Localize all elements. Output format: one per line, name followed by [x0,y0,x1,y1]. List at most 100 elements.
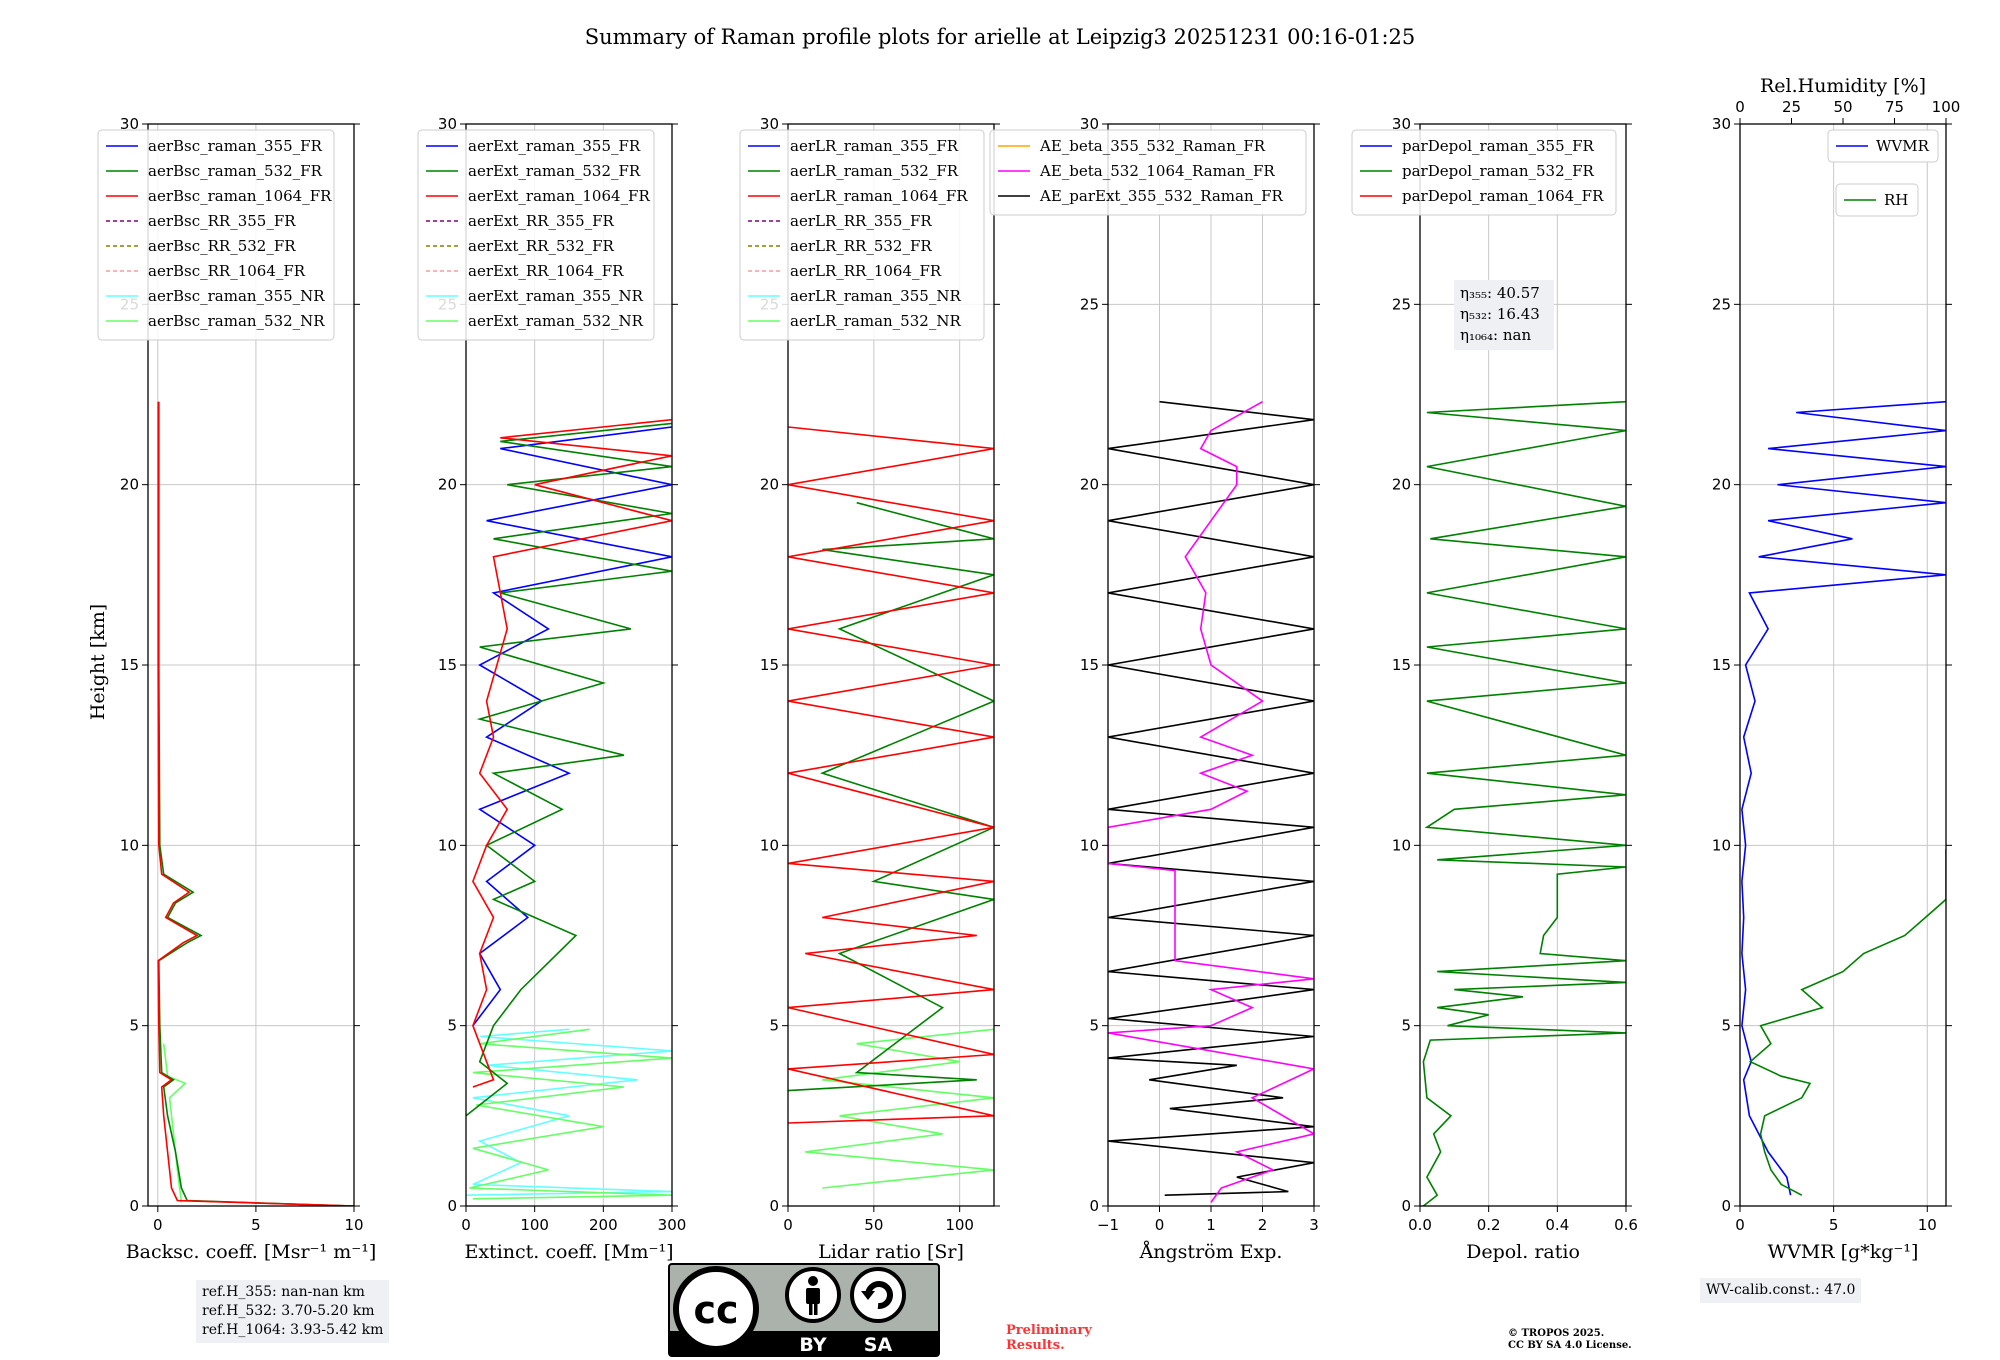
y-tick-label: 15 [1392,656,1411,674]
x-tick-label: 0 [1735,1216,1745,1234]
y-tick-label: 20 [438,476,457,494]
legend-label: WVMR [1876,137,1930,155]
x-axis-label: WVMR [g*kg⁻¹] [1768,1241,1919,1263]
top-x-tick-label: 50 [1833,98,1852,116]
legend-label: aerExt_raman_532_NR [468,312,644,330]
svg-text:cc: cc [693,1288,738,1332]
series-line-WVMR [1741,400,1946,1196]
y-tick-label: 5 [1721,1017,1731,1035]
license-line: CC BY SA 4.0 License. [1508,1340,1632,1351]
eta-annotation: η₃₅₅: 40.57 η₅₃₂: 16.43 η₁₀₆₄: nan [1454,280,1554,350]
y-tick-label: 30 [120,115,139,133]
y-tick-label: 10 [1392,836,1411,854]
results-line: Results. [1006,1338,1065,1353]
legend-box [739,129,985,341]
badge-sa-label: SA [864,1334,893,1356]
y-tick-label: 5 [1401,1017,1411,1035]
y-tick-label: 20 [120,476,139,494]
x-tick-label: 0 [783,1216,793,1234]
legend-box [97,129,335,341]
x-axis-label: Ångström Exp. [1139,1241,1283,1263]
ref-height-532: ref.H_532: 3.70-5.20 km [202,1303,375,1319]
y-tick-label: 10 [760,836,779,854]
height-axis-label: Height [km] [87,604,109,720]
legend-label: aerBsc_RR_1064_FR [148,262,306,280]
y-tick-label: 30 [1712,115,1731,133]
x-tick-label: 0.0 [1408,1216,1432,1234]
share-alike-icon [850,1267,906,1323]
y-tick-label: 20 [1080,476,1099,494]
copyright-line: © TROPOS 2025. [1508,1328,1605,1339]
y-tick-label: 25 [1080,295,1099,313]
x-tick-label: 100 [520,1216,549,1234]
series-group [1108,400,1314,1203]
legend-box [989,129,1307,216]
legend-label: aerBsc_raman_532_FR [148,162,323,180]
y-tick-label: 15 [120,656,139,674]
y-tick-label: 10 [1712,836,1731,854]
y-tick-label: 25 [1392,295,1411,313]
legend-label: aerLR_RR_1064_FR [790,262,942,280]
top-x-tick-label: 0 [1735,98,1745,116]
y-tick-label: 0 [769,1197,779,1215]
x-tick-label: 200 [589,1216,618,1234]
legend-label: aerLR_raman_355_NR [790,287,961,305]
legend-box [1351,129,1617,216]
top-x-tick-label: 100 [1932,98,1961,116]
x-tick-label: 10 [344,1216,363,1234]
y-tick-label: 0 [447,1197,457,1215]
cc-by-sa-license-badge: cc BY SA [668,1263,940,1357]
legend-label: aerBsc_RR_532_FR [148,237,296,255]
y-tick-label: 15 [760,656,779,674]
y-tick-label: 20 [1392,476,1411,494]
x-tick-label: 2 [1258,1216,1268,1234]
legend-label: aerLR_RR_355_FR [790,212,932,230]
eta-line: η₃₅₅: 40.57 [1460,284,1540,302]
legend-label: RH [1884,191,1908,209]
series-line-AE_beta_532_1064_Raman_FR [1108,401,1314,1203]
legend-box [1835,183,1919,217]
legend: aerExt_raman_355_FR aerExt_raman_532_FRae… [417,129,655,341]
x-tick-label: 0.4 [1545,1216,1569,1234]
panel-lidar_ratio: 051015202530050100Lidar ratio [Sr]aerLR_… [739,115,1000,1263]
x-tick-label: 0.2 [1477,1216,1501,1234]
y-tick-label: 15 [438,656,457,674]
legend-label: AE_parExt_355_532_Raman_FR [1039,187,1284,205]
y-tick-label: 0 [1089,1197,1099,1215]
x-axis-label: Depol. ratio [1466,1241,1580,1263]
y-tick-label: 30 [1392,115,1411,133]
y-tick-label: 0 [1721,1197,1731,1215]
x-tick-label: 3 [1309,1216,1319,1234]
legend-label: aerLR_raman_355_FR [790,137,959,155]
y-tick-label: 20 [760,476,779,494]
x-tick-label: 100 [945,1216,974,1234]
legend: AE_beta_355_532_Raman_FR AE_beta_532_1064… [989,129,1307,216]
series-group [157,401,354,1206]
legend-wvmr: WVMR [1827,129,1939,163]
series-line-aerExt_raman_532_NR [469,1028,672,1200]
series-line-aerLR_raman_532_NR [805,1028,994,1189]
legend: aerLR_raman_355_FR aerLR_raman_532_FR aerL… [739,129,985,341]
attribution-person-icon [785,1267,841,1323]
series-line-aerExt_raman_1064_FR [472,418,672,1088]
panel-backscatter: 0510152025300510Backsc. coeff. [Msr⁻¹ m⁻… [97,115,376,1263]
series-group [1741,400,1946,1196]
y-tick-label: 0 [129,1197,139,1215]
series-line-AE_parExt_355_532_Raman_FR [1108,400,1314,1196]
preliminary-results-note: Preliminary Results. [1006,1323,1092,1353]
series-line-RH [1748,848,1946,1196]
x-tick-label: 0 [153,1216,163,1234]
y-tick-label: 30 [760,115,779,133]
eta-line: η₅₃₂: 16.43 [1460,305,1540,323]
wv-calib-box: WV-calib.const.: 47.0 [1700,1278,1862,1303]
x-tick-label: 0 [461,1216,471,1234]
legend-label: aerExt_RR_355_FR [468,212,615,230]
y-tick-label: 15 [1080,656,1099,674]
y-tick-label: 30 [1080,115,1099,133]
series-line-aerBsc_raman_1064_FR [157,401,354,1206]
series-group [788,426,994,1189]
preliminary-line: Preliminary [1006,1323,1092,1338]
legend-label: aerLR_raman_1064_FR [790,187,968,205]
legend-rh: RH [1835,183,1919,217]
